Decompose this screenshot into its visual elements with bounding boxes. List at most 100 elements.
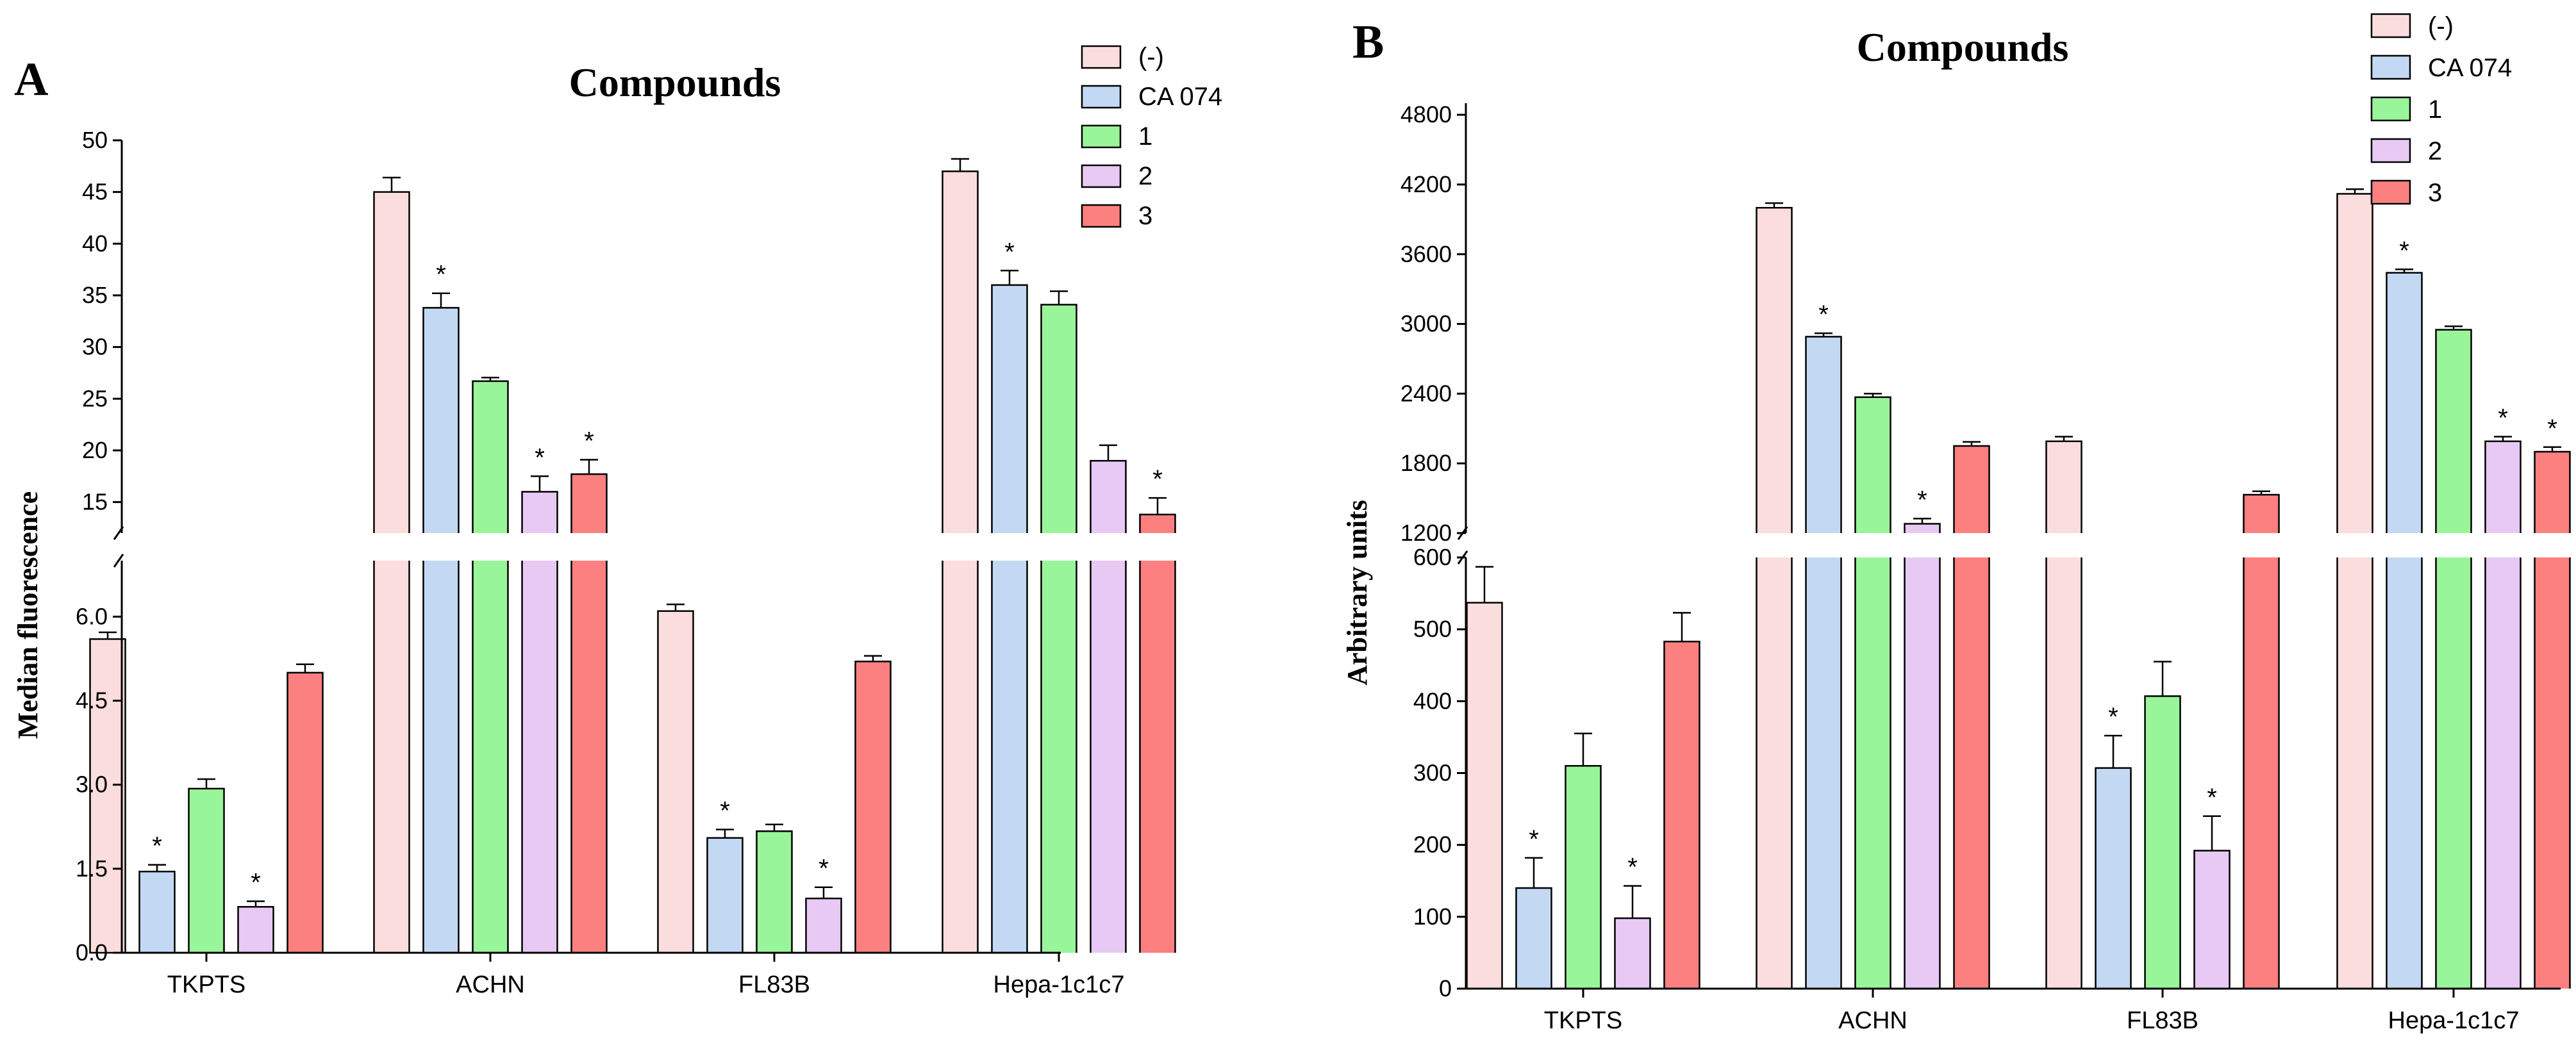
legend-label-series-1: CA 074 [2428,54,2512,82]
bar-achn-series-4-edges [1953,445,1990,533]
bar-hepa-1c1c7-series-3-lower-edges [2484,557,2522,989]
bar-hepa-1c1c7-series-1-lower-edges [2386,557,2423,989]
bar-hepa-1c1c7-series-0 [2337,194,2373,533]
legend-label-series-0: (-) [1138,43,1164,71]
x-tick-label-hepa-1c1c7: Hepa-1c1c7 [993,971,1125,998]
y-tick-label: 25 [82,385,108,411]
bar-tkpts-series-2 [1565,765,1602,990]
bar-fl83b-series-1 [2095,767,2132,990]
chart-panel-b: B Compounds Arbitrary units * * * * * * * * * 0 100 20… [1342,12,2571,1034]
significance-star: * [2108,703,2118,731]
x-tick-label-tkpts: TKPTS [1544,1007,1622,1034]
bar-fl83b-series-2 [2144,695,2181,990]
x-tick-label-fl83b: FL83B [738,971,810,998]
bar-achn-series-4 [1954,445,1990,533]
significance-star: * [1818,301,1829,329]
significance-star: * [2399,236,2409,265]
legend-label-series-3: 2 [1138,162,1152,190]
legend-swatch-series-4 [2370,179,2411,205]
y-tick-label: 45 [82,179,108,205]
bar-achn-series-2-edges [1854,396,1891,533]
bar-achn-series-1-edges [422,307,460,533]
bar-hepa-1c1c7-series-4-lower-edges [2534,557,2571,989]
x-tick-label-fl83b: FL83B [2127,1007,2198,1034]
bar-hepa-1c1c7-series-0-lower-edges [2336,557,2373,989]
y-tick-label: 20 [82,437,108,463]
bar-fl83b-series-0-lower-edges [2045,557,2082,989]
legend-swatch-series-0 [2370,13,2411,38]
significance-star: * [819,855,829,883]
significance-star: * [1917,486,1927,514]
significance-star: * [584,427,594,455]
bar-achn-series-0-lower-edges [1756,557,1793,989]
legend-label-series-4: 3 [1138,202,1152,230]
bar-fl83b-series-2 [756,830,793,954]
bar-fl83b-series-3 [2193,850,2231,990]
bar-hepa-1c1c7-series-1-lower [2386,557,2422,989]
bar-achn-series-2-lower-edges [1854,557,1891,989]
bar-tkpts-series-3 [1614,917,1651,990]
bar-hepa-1c1c7-series-0-lower-edges [942,561,979,953]
legend-swatch-series-2 [2370,96,2411,122]
legend-label-series-2: 1 [1138,122,1152,151]
significance-star: * [251,869,261,897]
bar-achn-series-3 [522,491,558,533]
bar-hepa-1c1c7-series-2 [2436,329,2472,533]
bar-achn-series-3-lower-edges [521,561,558,953]
bar-achn-series-3-edges [521,491,558,533]
bar-achn-series-4-lower-edges [570,561,608,953]
bar-fl83b-series-0 [2046,441,2082,533]
bar-hepa-1c1c7-series-1 [2386,272,2422,533]
y-tick-label: 200 [1413,832,1452,858]
bar-hepa-1c1c7-series-3-edges [1090,459,1127,533]
bar-fl83b-series-4-lower-edges [2243,557,2280,989]
bar-achn-series-0-lower [1756,557,1792,989]
chart-title: Compounds [569,60,781,105]
bar-hepa-1c1c7-series-3-lower [1090,561,1126,953]
bar-hepa-1c1c7-series-1-edges [2386,272,2423,533]
legend-swatch-series-0 [1081,45,1122,69]
significance-star: * [720,797,730,825]
bar-achn-series-3-edges [1904,523,1941,533]
y-tick-label: 600 [1413,544,1452,570]
axis-break-gap [1447,534,1466,557]
bar-tkpts-series-4 [1663,640,1700,990]
bar-hepa-1c1c7-series-4 [1140,514,1176,533]
bar-achn-series-4-lower [571,561,607,953]
bar-fl83b-series-1 [706,837,744,954]
y-tick-label: 50 [82,127,108,153]
y-tick-label: 4800 [1400,101,1452,128]
y-tick-label: 4200 [1400,171,1452,197]
y-axis-title: Median fluorescence [12,491,44,739]
bar-achn-series-0-edges [373,191,410,533]
bar-hepa-1c1c7-series-4 [2534,452,2570,533]
bar-hepa-1c1c7-series-1 [992,284,1027,533]
bar-fl83b-series-4 [2243,495,2279,533]
bar-achn-series-0 [374,192,410,533]
bar-tkpts-series-1 [1515,887,1552,990]
bar-achn-series-1 [423,308,459,533]
bar-achn-series-3 [1904,523,1940,533]
bar-achn-series-3-lower [522,561,558,953]
bar-achn-series-0-lower [374,561,410,953]
significance-star: * [535,443,545,472]
bar-hepa-1c1c7-series-4-lower-edges [1139,561,1176,953]
legend-swatch-series-3 [1081,164,1122,188]
legend-swatch-series-1 [2370,54,2411,80]
panel-label: B [1352,16,1384,69]
bar-hepa-1c1c7-series-0-lower [2337,557,2373,989]
legend-label-series-4: 3 [2428,179,2442,207]
significance-star: * [1004,238,1015,266]
bar-achn-series-1 [1806,336,1841,533]
y-axis-title: Arbitrary units [1342,500,1373,686]
bar-hepa-1c1c7-series-0-lower [942,561,978,953]
chart-title: Compounds [1857,24,2069,70]
legend-swatch-series-2 [1081,124,1122,149]
legend-label-series-0: (-) [2428,12,2454,40]
panel-label: A [14,53,48,106]
bar-fl83b-series-3 [805,897,842,954]
bar-achn-series-1-lower [423,561,459,953]
bar-fl83b-series-4 [854,661,892,954]
y-tick-label: 4.5 [76,688,108,714]
y-tick-label: 100 [1413,903,1452,930]
